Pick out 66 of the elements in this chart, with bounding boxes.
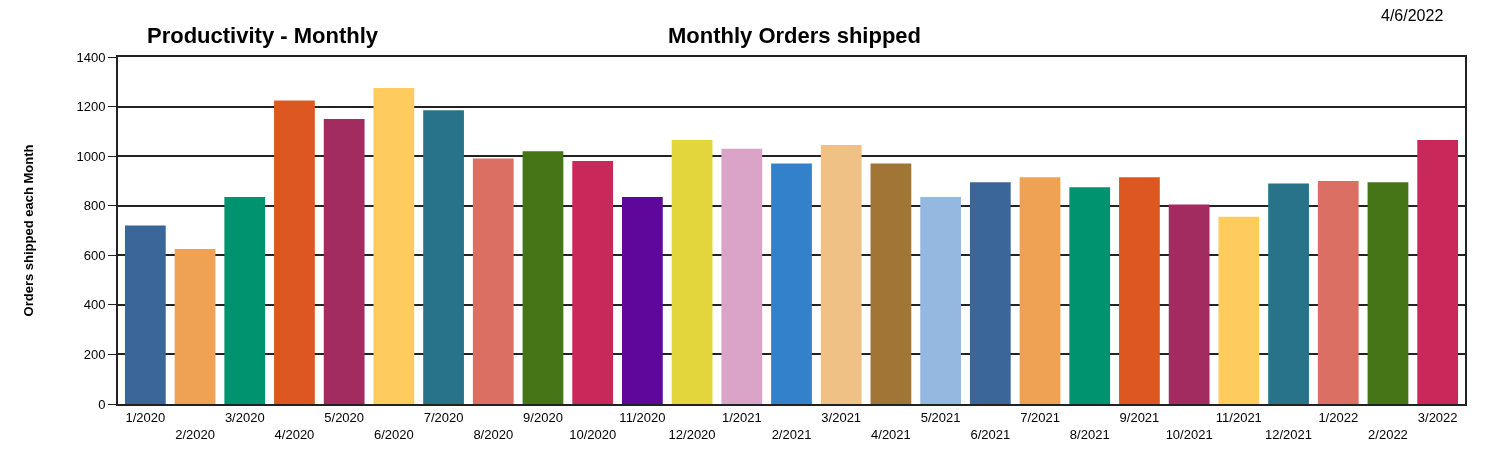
text: 4/6/2022 xyxy=(1381,7,1444,24)
bar xyxy=(323,118,365,404)
y-tick-label: 200 xyxy=(83,346,106,362)
y-tick-label: 1400 xyxy=(76,49,106,65)
x-tick-label: 8/2020 xyxy=(473,426,514,442)
chart-subtitle: Monthly Orders shipped xyxy=(668,23,922,48)
x-tick-label: 12/2020 xyxy=(668,426,716,442)
bar xyxy=(721,148,763,404)
bar xyxy=(274,100,315,404)
bar xyxy=(870,163,912,404)
x-tick-label: 3/2021 xyxy=(821,409,862,425)
bar xyxy=(1069,187,1111,404)
x-tick-label: 4/2020 xyxy=(274,426,315,442)
y-tick-label: 1000 xyxy=(76,148,106,164)
x-tick-label: 12/2021 xyxy=(1265,426,1313,442)
x-tick-label: 3/2020 xyxy=(224,409,265,425)
y-tick-label: 800 xyxy=(83,198,106,214)
chart-title: Productivity - Monthly xyxy=(147,23,379,48)
x-tick-label: 1/2022 xyxy=(1318,409,1359,425)
bar xyxy=(1218,216,1260,404)
bar xyxy=(174,249,216,404)
bar xyxy=(920,197,961,404)
x-tick-label: 2/2022 xyxy=(1368,426,1408,442)
x-tick-label: 9/2021 xyxy=(1119,409,1160,425)
bar xyxy=(572,161,614,404)
x-tick-label: 10/2021 xyxy=(1165,426,1213,442)
bar xyxy=(1268,183,1309,404)
bar xyxy=(472,158,514,404)
x-tick-label: 5/2021 xyxy=(920,409,961,425)
bar xyxy=(1417,140,1459,404)
y-tick-label: 600 xyxy=(83,247,106,263)
y-tick-label: 1200 xyxy=(76,99,106,115)
bar xyxy=(671,140,713,404)
x-tick-label: 4/2021 xyxy=(871,426,911,442)
bar xyxy=(423,110,464,404)
x-tick-label: 7/2021 xyxy=(1020,409,1060,425)
x-tick-label: 6/2021 xyxy=(970,426,1011,442)
bar xyxy=(224,197,266,404)
x-tick-label: 2/2020 xyxy=(175,426,215,442)
x-tick-label: 1/2021 xyxy=(721,409,762,425)
bar xyxy=(820,144,862,404)
y-tick-label: 400 xyxy=(83,297,106,313)
bar xyxy=(1367,182,1409,404)
bar xyxy=(1019,177,1061,404)
bar xyxy=(522,151,564,404)
bar xyxy=(124,225,166,404)
y-axis-title: Orders shipped each Month xyxy=(20,144,36,317)
bar xyxy=(969,182,1011,404)
x-tick-label: 9/2020 xyxy=(523,409,563,425)
x-tick-label: 6/2020 xyxy=(373,426,414,442)
x-tick-label: 8/2021 xyxy=(1069,426,1110,442)
x-tick-label: 7/2020 xyxy=(423,409,464,425)
bar xyxy=(373,87,415,404)
x-tick-label: 5/2020 xyxy=(324,409,365,425)
x-tick-label: 3/2022 xyxy=(1417,409,1458,425)
bar xyxy=(771,163,812,404)
x-tick-label: 10/2020 xyxy=(569,426,617,442)
x-tick-label: 1/2020 xyxy=(125,409,166,425)
x-tick-label: 11/2021 xyxy=(1215,409,1262,425)
bar xyxy=(1119,177,1160,404)
x-tick-label: 11/2020 xyxy=(619,409,666,425)
bar xyxy=(1317,180,1359,404)
x-tick-label: 2/2021 xyxy=(771,426,812,442)
bar xyxy=(1168,204,1210,404)
bar xyxy=(622,197,663,404)
y-tick-label: 0 xyxy=(98,396,106,412)
